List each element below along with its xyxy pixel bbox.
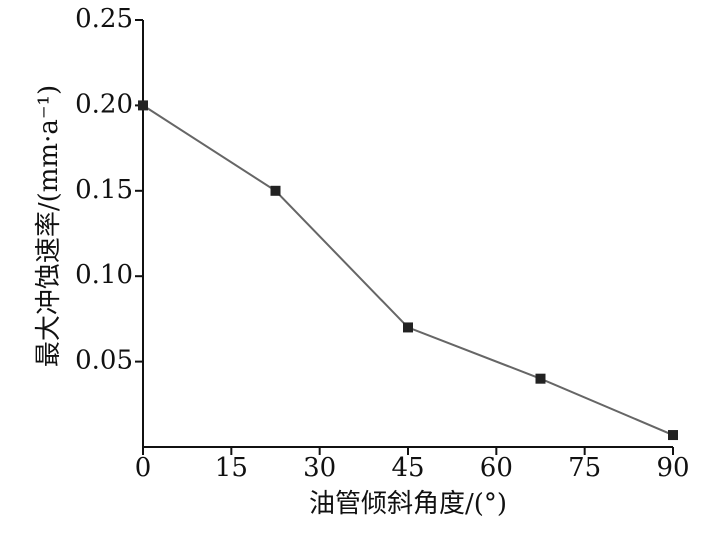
x-tick-label: 30 bbox=[303, 453, 336, 483]
x-tick-label: 45 bbox=[391, 453, 424, 483]
x-axis-label: 油管倾斜角度/(°) bbox=[309, 489, 507, 519]
y-axis-label: 最大冲蚀速率/(mm·a⁻¹) bbox=[34, 85, 64, 367]
x-tick-label: 75 bbox=[568, 453, 601, 483]
x-tick-label: 0 bbox=[135, 453, 152, 483]
data-point bbox=[668, 430, 678, 441]
y-tick-label: 0.15 bbox=[75, 175, 133, 205]
x-tick-label: 90 bbox=[656, 453, 689, 483]
data-point bbox=[270, 185, 281, 196]
y-tick-label: 0.25 bbox=[75, 4, 133, 34]
data-point bbox=[138, 100, 148, 111]
data-point bbox=[535, 373, 546, 384]
y-tick-label: 0.10 bbox=[75, 260, 133, 290]
x-tick-label: 15 bbox=[215, 453, 248, 483]
y-tick-label: 0.20 bbox=[75, 89, 133, 119]
data-point bbox=[403, 322, 413, 333]
y-tick-label: 0.05 bbox=[75, 346, 133, 376]
series-line bbox=[142, 104, 674, 436]
x-tick-label: 60 bbox=[480, 453, 513, 483]
